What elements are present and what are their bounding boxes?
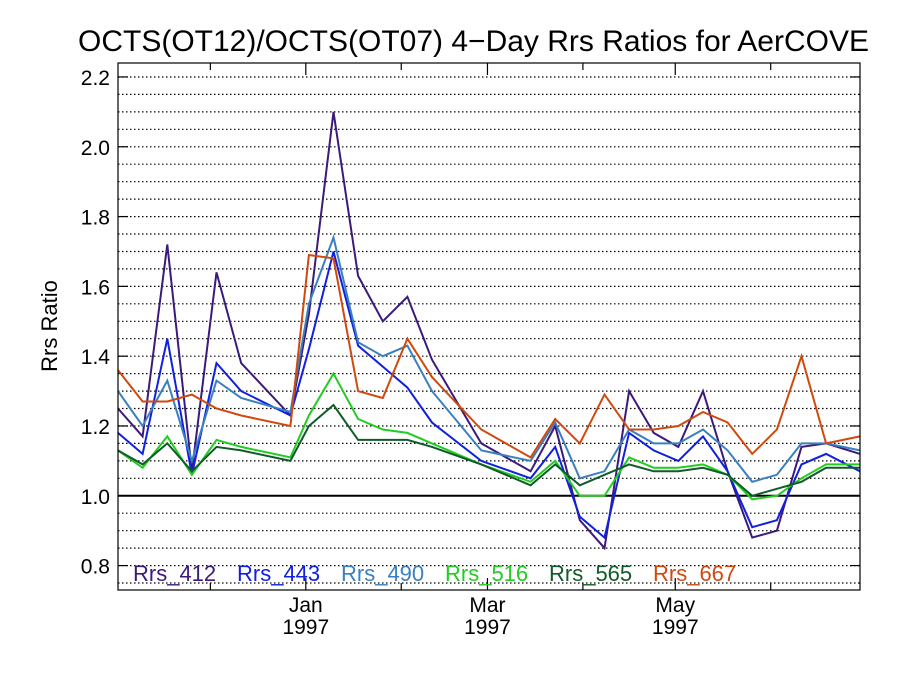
series-line-rrs-667 <box>117 253 861 459</box>
y-tick-label: 2.2 <box>81 67 110 90</box>
series-line-rrs-490 <box>117 234 861 483</box>
x-tick-label-year: 1997 <box>652 616 699 639</box>
x-tick-label-year: 1997 <box>464 616 511 639</box>
legend: Rrs_412 Rrs_443 Rrs_490 Rrs_516 Rrs_565 Rrs_6… <box>133 561 736 586</box>
series-line-rrs-412 <box>117 111 861 551</box>
x-tick-label-month: Jan <box>289 594 323 617</box>
y-tick-label: 1.6 <box>81 276 110 299</box>
legend-item-rrs-443: Rrs_443 <box>237 561 320 586</box>
y-tick-label: 1.0 <box>81 486 110 509</box>
y-tick-label: 0.8 <box>81 556 110 579</box>
series-line-rrs-565 <box>117 403 860 497</box>
grid-lines <box>118 76 860 584</box>
y-ticks: 0.8 1.0 1.2 1.4 1.6 1.8 2.0 2.2 <box>81 67 860 579</box>
x-tick-label-month: Mar <box>469 594 505 617</box>
x-tick-label-year: 1997 <box>282 616 329 639</box>
x-tick-label-month: May <box>655 594 695 617</box>
y-tick-label: 1.4 <box>81 346 111 369</box>
plot-border <box>117 62 861 591</box>
series-line-rrs-443 <box>117 251 861 540</box>
plot-frame <box>117 62 861 591</box>
chart-title: OCTS(OT12)/OCTS(OT07) 4−Day Rrs Ratios f… <box>78 25 869 58</box>
legend-item-rrs-490: Rrs_490 <box>341 561 424 586</box>
series-lines <box>117 111 861 551</box>
y-tick-label: 1.8 <box>81 207 110 230</box>
y-tick-label: 1.2 <box>81 416 110 439</box>
y-axis-label: Rrs Ratio <box>37 280 62 372</box>
legend-item-rrs-565: Rrs_565 <box>549 561 632 586</box>
series-line-rrs-516 <box>117 371 860 501</box>
legend-item-rrs-412: Rrs_412 <box>133 561 216 586</box>
y-tick-label: 2.0 <box>81 137 110 160</box>
legend-item-rrs-667: Rrs_667 <box>653 561 736 586</box>
legend-item-rrs-516: Rrs_516 <box>445 561 528 586</box>
